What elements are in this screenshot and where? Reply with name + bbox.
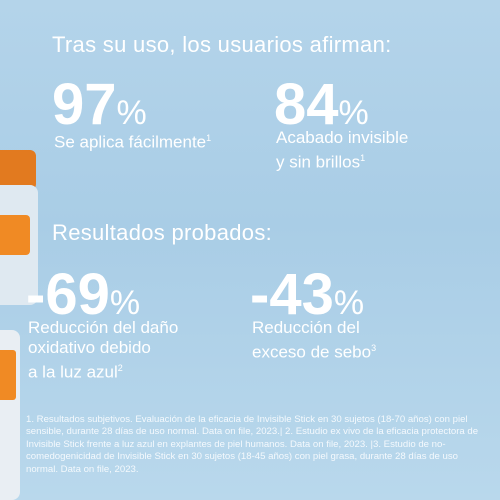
stat-number: 84 [274, 72, 339, 137]
label-line: Se aplica fácilmente1 [54, 132, 212, 152]
stat-value: 97% [52, 76, 147, 134]
label-line: Acabado invisible [276, 128, 409, 147]
product-decoration [0, 150, 38, 500]
label-line: Reducción del daño [28, 318, 179, 337]
stat-value: 84% [274, 76, 369, 134]
stat-label: Reducción del exceso de sebo3 [252, 318, 376, 363]
stat-unit: % [116, 94, 147, 132]
stat-unit: % [109, 284, 141, 322]
stat-number: -69 [26, 262, 110, 327]
stat-label: Se aplica fácilmente1 [54, 128, 211, 153]
stat-label: Reducción del daño oxidativo debido a la l… [28, 318, 178, 383]
stat-number: -43 [250, 262, 334, 327]
footnote-ref: 2 [117, 363, 123, 373]
stat-value: -43% [250, 266, 364, 324]
stat-unit: % [333, 284, 365, 322]
label-line: exceso de sebo3 [252, 342, 377, 362]
stat-label: Acabado invisible y sin brillos1 [276, 128, 408, 173]
label-line: y sin brillos1 [276, 152, 366, 172]
stat-number: 97 [52, 72, 117, 137]
footnote-ref: 3 [371, 343, 377, 353]
title: Tras su uso, los usuarios afirman: [52, 32, 392, 57]
stat-unit: % [338, 94, 369, 132]
label-line: Reducción del [252, 318, 360, 337]
footnote-ref: 1 [206, 133, 212, 143]
stat-value: -69% [26, 266, 140, 324]
footnote-ref: 1 [360, 153, 366, 163]
footnote: 1. Resultados subjetivos. Evaluación de … [26, 414, 479, 475]
label-line: a la luz azul2 [28, 362, 123, 382]
label-line: oxidativo debido [28, 338, 151, 357]
section-title: Resultados probados: [52, 220, 273, 245]
